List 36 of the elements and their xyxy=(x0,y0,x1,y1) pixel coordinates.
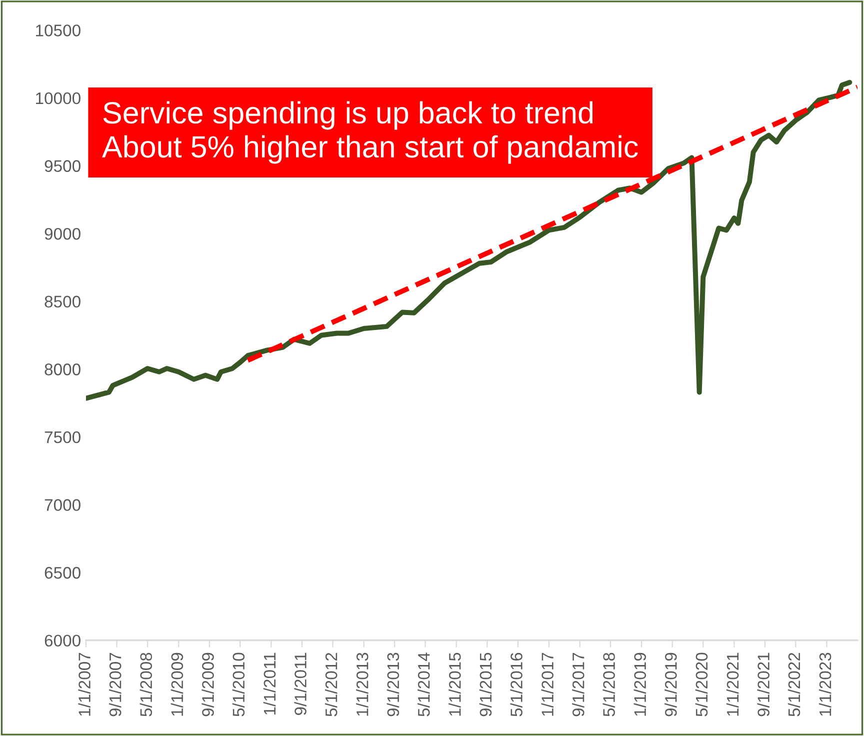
x-tick-label: 9/1/2013 xyxy=(386,652,400,716)
x-tick-label: 5/1/2012 xyxy=(324,652,338,716)
y-tick-label: 7000 xyxy=(44,499,80,511)
x-tick-label: 1/1/2017 xyxy=(541,652,554,716)
y-tick-label: 6000 xyxy=(44,634,80,647)
x-tick-label: 5/1/2016 xyxy=(510,652,522,716)
y-tick-label: 8500 xyxy=(44,296,80,308)
x-tick-label: 1/1/2009 xyxy=(170,652,184,716)
y-tick-label: 10000 xyxy=(36,92,80,104)
x-tick-label: 5/1/2008 xyxy=(140,652,152,716)
x-tick-label: 9/1/2011 xyxy=(294,652,306,715)
x-tick-label: 1/1/2015 xyxy=(448,652,461,716)
x-tick-label: 1/1/2021 xyxy=(726,652,739,716)
x-tick-label: 9/1/2009 xyxy=(202,652,214,716)
x-tick-label: 5/1/2014 xyxy=(418,652,430,716)
x-tick-label: 9/1/2021 xyxy=(757,652,770,716)
y-tick-label: 6500 xyxy=(44,566,80,579)
x-tick-label: 5/1/2020 xyxy=(695,652,708,716)
x-tick-label: 5/1/2022 xyxy=(788,652,800,716)
annotation: Service spending is up back to trend About 5% higher than start of pandamic xyxy=(102,101,638,164)
x-tick-label: 5/1/2018 xyxy=(602,652,615,716)
y-tick-label: 9500 xyxy=(44,160,80,172)
x-tick-label: 1/1/2019 xyxy=(634,652,646,716)
y-tick-label: 8000 xyxy=(44,364,80,376)
y-tick-label: 7500 xyxy=(44,431,80,444)
x-tick-label: 5/1/2010 xyxy=(232,652,245,716)
x-tick-label: 1/1/2007 xyxy=(78,652,90,716)
y-tick-label: 10500 xyxy=(36,24,80,36)
x-tick-label: 9/1/2007 xyxy=(109,652,122,716)
x-tick-label: 9/1/2017 xyxy=(572,652,584,716)
y-tick-label: 9000 xyxy=(44,228,80,240)
x-tick-label: 1/1/2013 xyxy=(356,652,368,716)
x-tick-label: 1/1/2023 xyxy=(818,652,832,716)
x-tick-label: 1/1/2011 xyxy=(263,652,276,714)
x-tick-label: 9/1/2015 xyxy=(479,652,492,716)
x-tick-label: 9/1/2019 xyxy=(664,652,677,716)
